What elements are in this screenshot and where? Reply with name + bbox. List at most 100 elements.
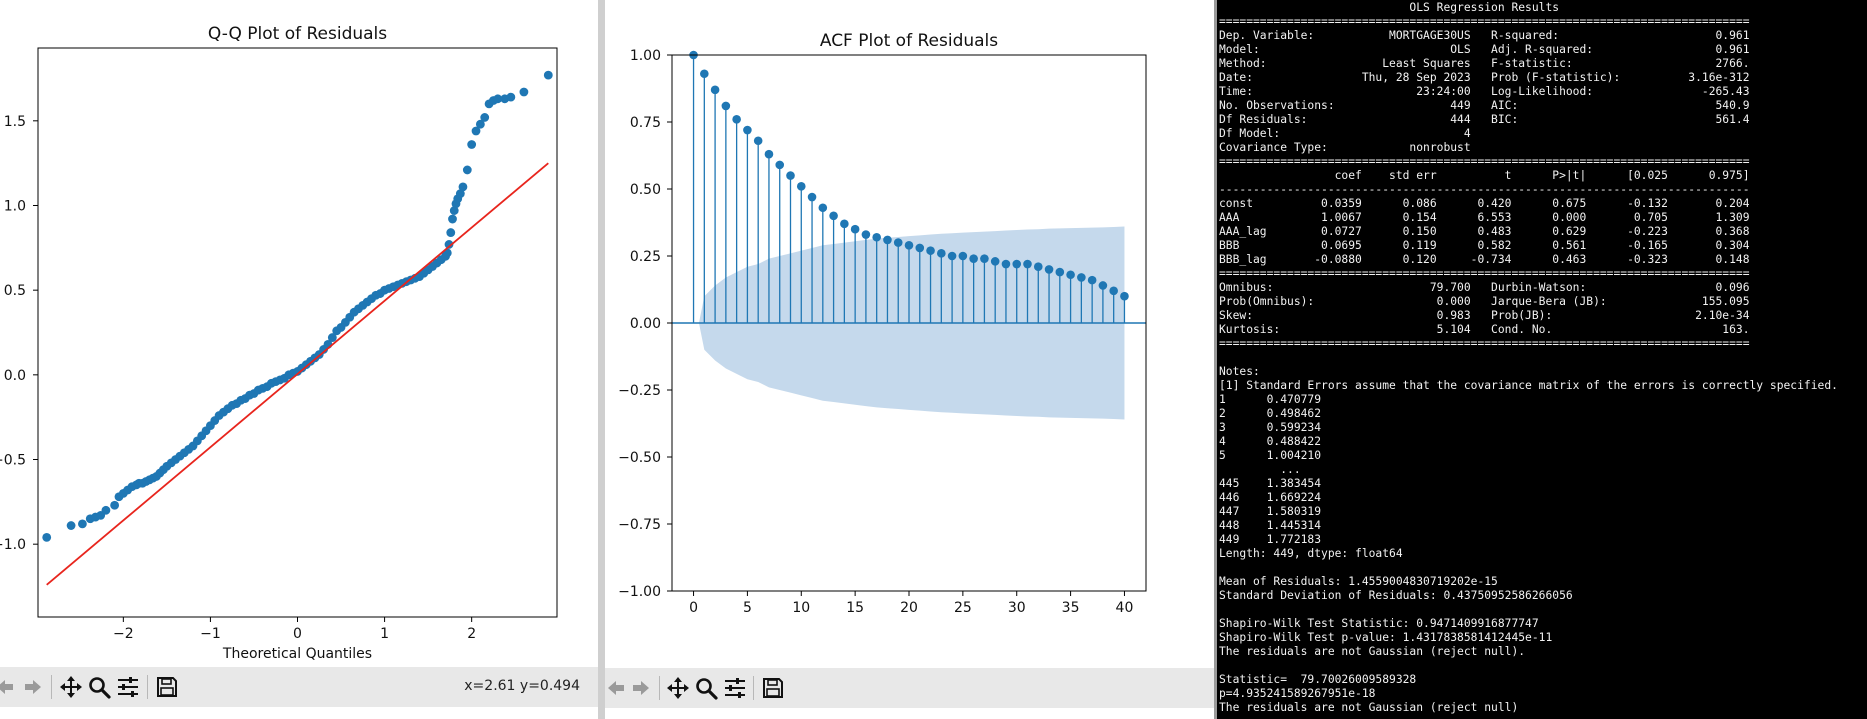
qq-data-point xyxy=(475,119,485,129)
y-tick-label: −0.75 xyxy=(618,517,661,533)
terminal-line: Kurtosis: 5.104 Cond. No. 163. xyxy=(1219,323,1750,336)
qq-data-point xyxy=(519,87,529,97)
pan-move-icon[interactable] xyxy=(58,673,84,701)
x-tick-label: 5 xyxy=(743,600,752,616)
window-gap xyxy=(598,0,605,719)
terminal-line: 449 1.772183 xyxy=(1219,533,1322,546)
acf-marker xyxy=(1001,259,1011,269)
terminal-line: Covariance Type: nonrobust xyxy=(1219,141,1750,154)
qq-data-point xyxy=(462,165,472,175)
terminal-line: AAA 1.0067 0.154 6.553 0.000 0.705 1.309 xyxy=(1219,211,1750,224)
x-tick-label: 2 xyxy=(467,626,476,642)
forward-arrow-icon[interactable] xyxy=(630,674,652,702)
acf-marker xyxy=(1055,267,1065,277)
terminal-line: Date: Thu, 28 Sep 2023 Prob (F-statistic… xyxy=(1219,71,1750,84)
qq-data-point xyxy=(327,333,337,342)
acf-marker xyxy=(850,224,860,234)
acf-marker xyxy=(893,238,903,247)
terminal-line: Time: 23:24:00 Log-Likelihood: -265.43 xyxy=(1219,85,1750,98)
terminal-line: BBB 0.0695 0.119 0.582 0.561 -0.165 0.30… xyxy=(1219,239,1750,252)
acf-marker xyxy=(990,257,1000,266)
acf-marker xyxy=(915,243,925,253)
terminal-line: ========================================… xyxy=(1219,267,1750,280)
terminal-line: p=4.935241589267951e-18 xyxy=(1219,687,1376,700)
acf-marker xyxy=(926,246,935,255)
acf-plot-canvas[interactable]: ACF Plot of Residuals 0 5 10 15 20 25 30 35 40 −1.… xyxy=(605,0,1214,668)
acf-marker xyxy=(861,230,871,239)
terminal-line: 446 1.669224 xyxy=(1219,491,1322,504)
acf-marker xyxy=(947,251,957,261)
zoom-magnifier-icon[interactable] xyxy=(86,673,112,701)
save-floppy-icon[interactable] xyxy=(760,674,786,702)
acf-marker xyxy=(764,149,774,159)
terminal-output: OLS Regression Results =================… xyxy=(1217,0,1867,715)
terminal-line: Length: 449, dtype: float64 xyxy=(1219,547,1403,560)
forward-arrow-icon[interactable] xyxy=(22,673,44,701)
y-tick-label: −1.0 xyxy=(0,537,26,553)
terminal-window[interactable]: OLS Regression Results =================… xyxy=(1217,0,1867,719)
acf-marker xyxy=(969,254,978,263)
qq-toolbar: x=2.61 y=0.494 xyxy=(0,667,598,707)
acf-marker xyxy=(796,182,806,191)
acf-marker xyxy=(721,101,731,111)
x-tick-label: 35 xyxy=(1062,600,1080,616)
acf-marker xyxy=(1087,275,1097,285)
qq-data-point xyxy=(78,519,87,529)
terminal-line: 5 1.004210 xyxy=(1219,449,1322,462)
configure-subplots-icon[interactable] xyxy=(722,674,748,702)
acf-marker xyxy=(1109,286,1118,296)
qq-plot-canvas[interactable]: Q-Q Plot of Residuals −2 −1 0 1 2 −1.0 −0.5 0.0 0… xyxy=(0,0,598,667)
y-tick-label: 1.0 xyxy=(4,198,26,214)
qq-data-point xyxy=(543,70,553,80)
save-floppy-icon[interactable] xyxy=(154,673,180,701)
acf-marker xyxy=(1120,291,1129,301)
terminal-line: AAA_lag 0.0727 0.150 0.483 0.629 -0.223 … xyxy=(1219,225,1750,238)
y-tick-label: 0.50 xyxy=(630,182,661,198)
x-tick-label: 25 xyxy=(954,600,972,616)
terminal-line: ... xyxy=(1219,463,1322,476)
back-arrow-icon[interactable] xyxy=(605,674,627,702)
pan-move-icon[interactable] xyxy=(665,674,691,702)
terminal-line: Statistic= 79.70026009589328 xyxy=(1219,673,1417,686)
qq-data-point xyxy=(493,94,503,104)
x-tick-label: 0 xyxy=(293,626,302,642)
terminal-line: Standard Deviation of Residuals: 0.43750… xyxy=(1219,589,1573,602)
y-tick-label: 1.5 xyxy=(4,114,26,130)
acf-marker xyxy=(732,115,741,124)
terminal-line: 1 0.470779 xyxy=(1219,393,1322,406)
x-tick-label: 0 xyxy=(689,600,698,616)
terminal-line: coef std err t P>|t| [0.025 0.975] xyxy=(1219,169,1750,182)
acf-marker xyxy=(818,203,828,213)
qq-data-point xyxy=(448,214,457,224)
terminal-line: [1] Standard Errors assume that the cova… xyxy=(1219,379,1838,392)
y-tick-label: 0.00 xyxy=(630,316,661,332)
terminal-line: Dep. Variable: MORTGAGE30US R-squared: 0… xyxy=(1219,29,1750,42)
zoom-magnifier-icon[interactable] xyxy=(693,674,719,702)
terminal-line: 448 1.445314 xyxy=(1219,519,1322,532)
terminal-line: Prob(Omnibus): 0.000 Jarque-Bera (JB): 1… xyxy=(1219,295,1750,308)
x-tick-label: −2 xyxy=(113,626,134,642)
qq-data-point xyxy=(110,500,120,510)
terminal-line: Skew: 0.983 Prob(JB): 2.10e-34 xyxy=(1219,309,1750,322)
acf-marker xyxy=(883,235,892,245)
back-arrow-icon[interactable] xyxy=(0,673,16,701)
x-tick-label: 10 xyxy=(792,600,810,616)
terminal-line: const 0.0359 0.086 0.420 0.675 -0.132 0.… xyxy=(1219,197,1750,210)
terminal-line: 4 0.488422 xyxy=(1219,435,1322,448)
qq-data-point xyxy=(467,140,477,149)
qq-data-point xyxy=(458,182,468,192)
acf-marker xyxy=(829,211,838,221)
x-tick-label: −1 xyxy=(200,626,221,642)
qq-data-point xyxy=(471,126,481,136)
terminal-line: ========================================… xyxy=(1219,155,1750,168)
y-tick-label: 0.5 xyxy=(4,283,26,299)
terminal-line: Method: Least Squares F-statistic: 2766. xyxy=(1219,57,1750,70)
qq-data-point xyxy=(506,92,516,102)
y-tick-label: −0.25 xyxy=(618,383,661,399)
acf-marker xyxy=(904,240,914,250)
y-tick-label: 0.25 xyxy=(630,249,661,265)
x-axis-label: Theoretical Quantiles xyxy=(222,646,372,662)
terminal-line: Df Residuals: 444 BIC: 561.4 xyxy=(1219,113,1750,126)
configure-subplots-icon[interactable] xyxy=(115,673,141,701)
window-gap xyxy=(1214,0,1217,719)
